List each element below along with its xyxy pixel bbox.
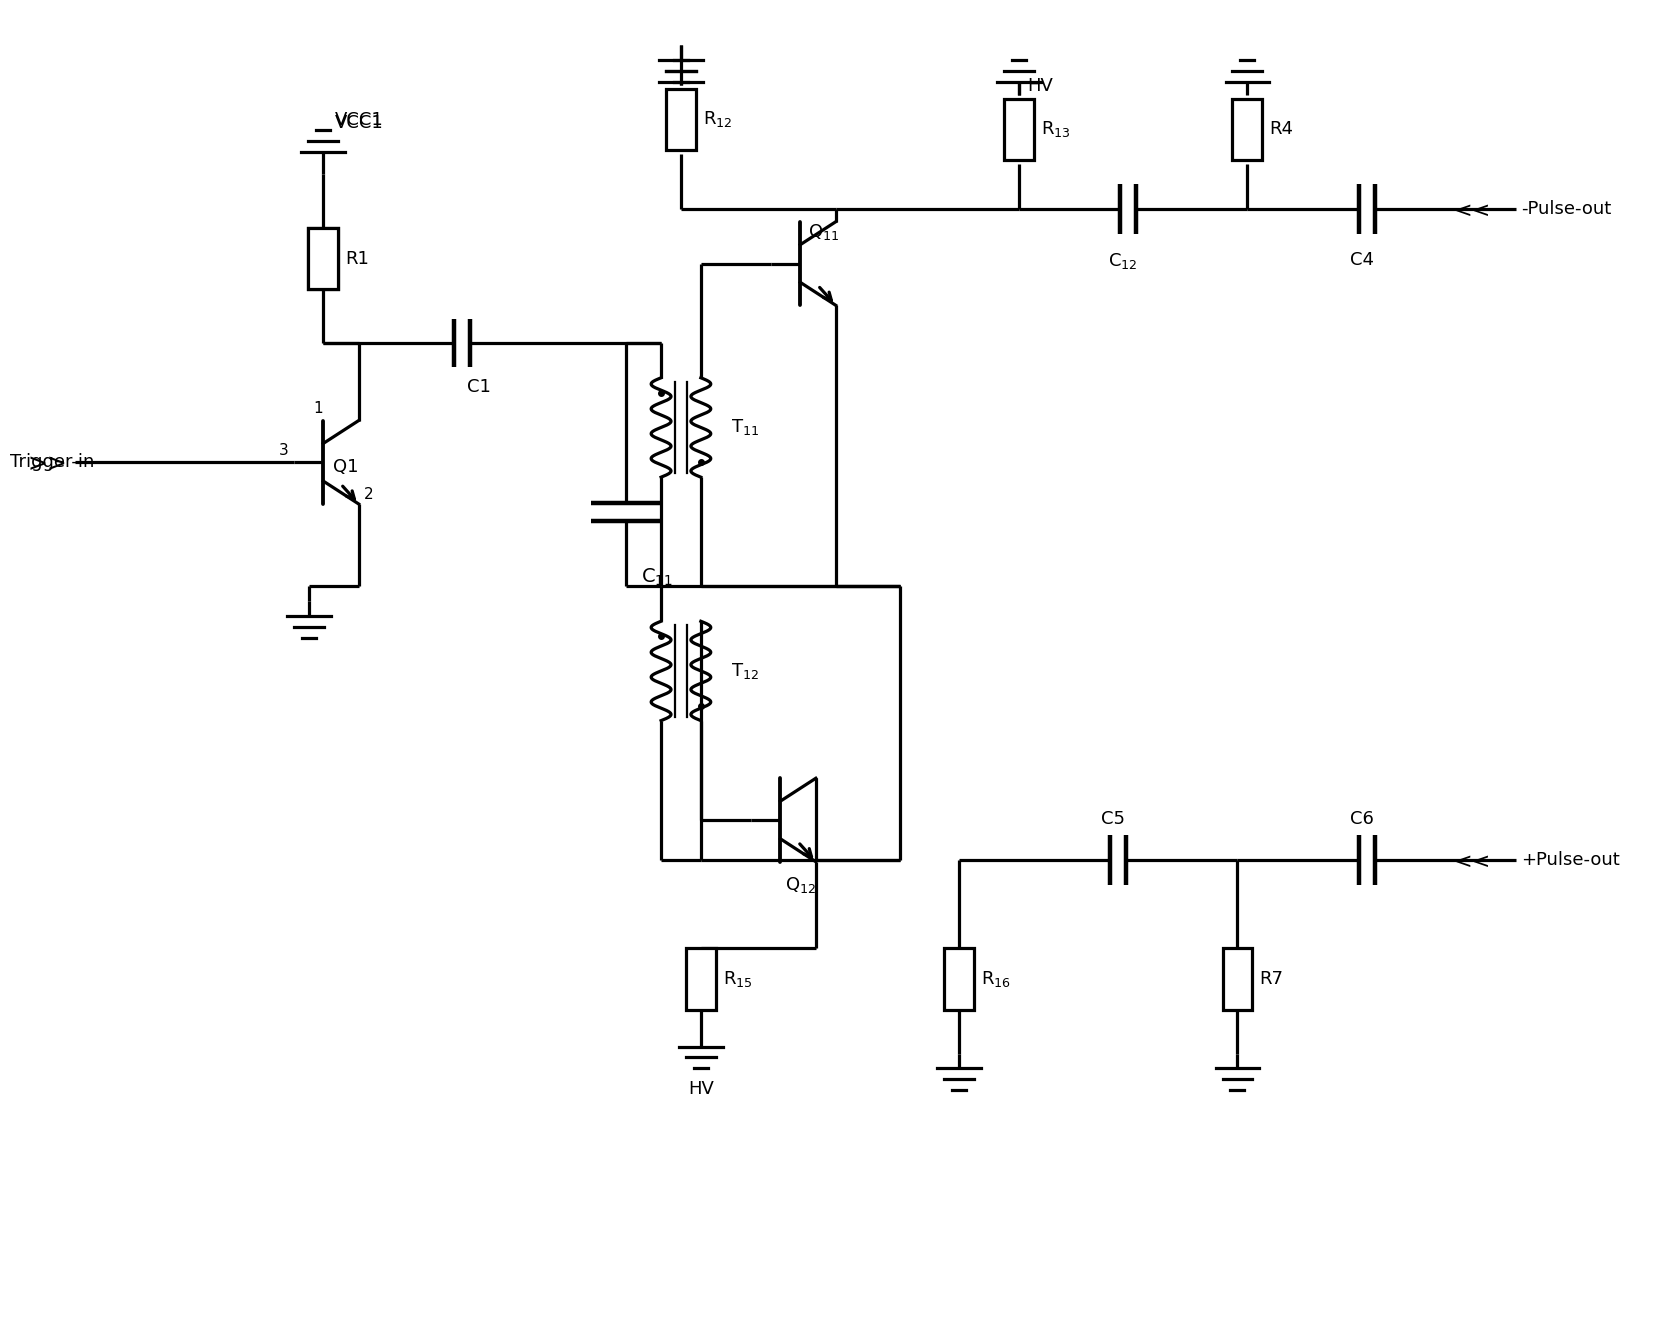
Bar (945, 948, 975, 1009)
Text: <<: << (1453, 201, 1491, 221)
Text: R$_{13}$: R$_{13}$ (1041, 119, 1070, 140)
Bar (308, 227, 338, 289)
Text: Q1: Q1 (333, 458, 358, 477)
Text: C4: C4 (1349, 251, 1374, 268)
Text: T$_{12}$: T$_{12}$ (731, 660, 758, 680)
Text: R4: R4 (1269, 120, 1293, 139)
Bar (1005, 99, 1033, 160)
Text: <<: << (1453, 852, 1491, 872)
Text: VCC1: VCC1 (335, 111, 383, 129)
Bar (308, 227, 338, 289)
Text: 3: 3 (280, 443, 290, 458)
Text: R$_{12}$: R$_{12}$ (703, 110, 733, 129)
Text: +Pulse-out: +Pulse-out (1521, 851, 1619, 869)
Text: R1: R1 (345, 250, 368, 268)
Text: HV: HV (1026, 77, 1053, 95)
Text: C$_{12}$: C$_{12}$ (1108, 251, 1138, 271)
Text: 1: 1 (313, 400, 323, 416)
Bar (686, 948, 716, 1009)
Text: Trigger-in: Trigger-in (10, 453, 95, 472)
Bar (666, 89, 696, 151)
Text: >>: >> (27, 452, 67, 477)
Text: HV: HV (688, 1081, 713, 1098)
Text: -Pulse-out: -Pulse-out (1521, 199, 1611, 218)
Text: T$_{11}$: T$_{11}$ (731, 417, 758, 437)
Text: R$_{15}$: R$_{15}$ (723, 970, 753, 989)
Text: VCC1: VCC1 (335, 115, 383, 132)
Text: C1: C1 (468, 378, 491, 396)
Text: R$_{16}$: R$_{16}$ (981, 970, 1011, 989)
Text: 2: 2 (363, 486, 373, 502)
Bar (1233, 99, 1263, 160)
Text: Q$_{12}$: Q$_{12}$ (785, 875, 816, 894)
Bar (1223, 948, 1253, 1009)
Text: C6: C6 (1349, 810, 1373, 828)
Text: Q$_{11}$: Q$_{11}$ (808, 222, 840, 242)
Text: R7: R7 (1259, 970, 1283, 988)
Text: C$_{11}$: C$_{11}$ (641, 567, 673, 588)
Text: C5: C5 (1101, 810, 1125, 828)
